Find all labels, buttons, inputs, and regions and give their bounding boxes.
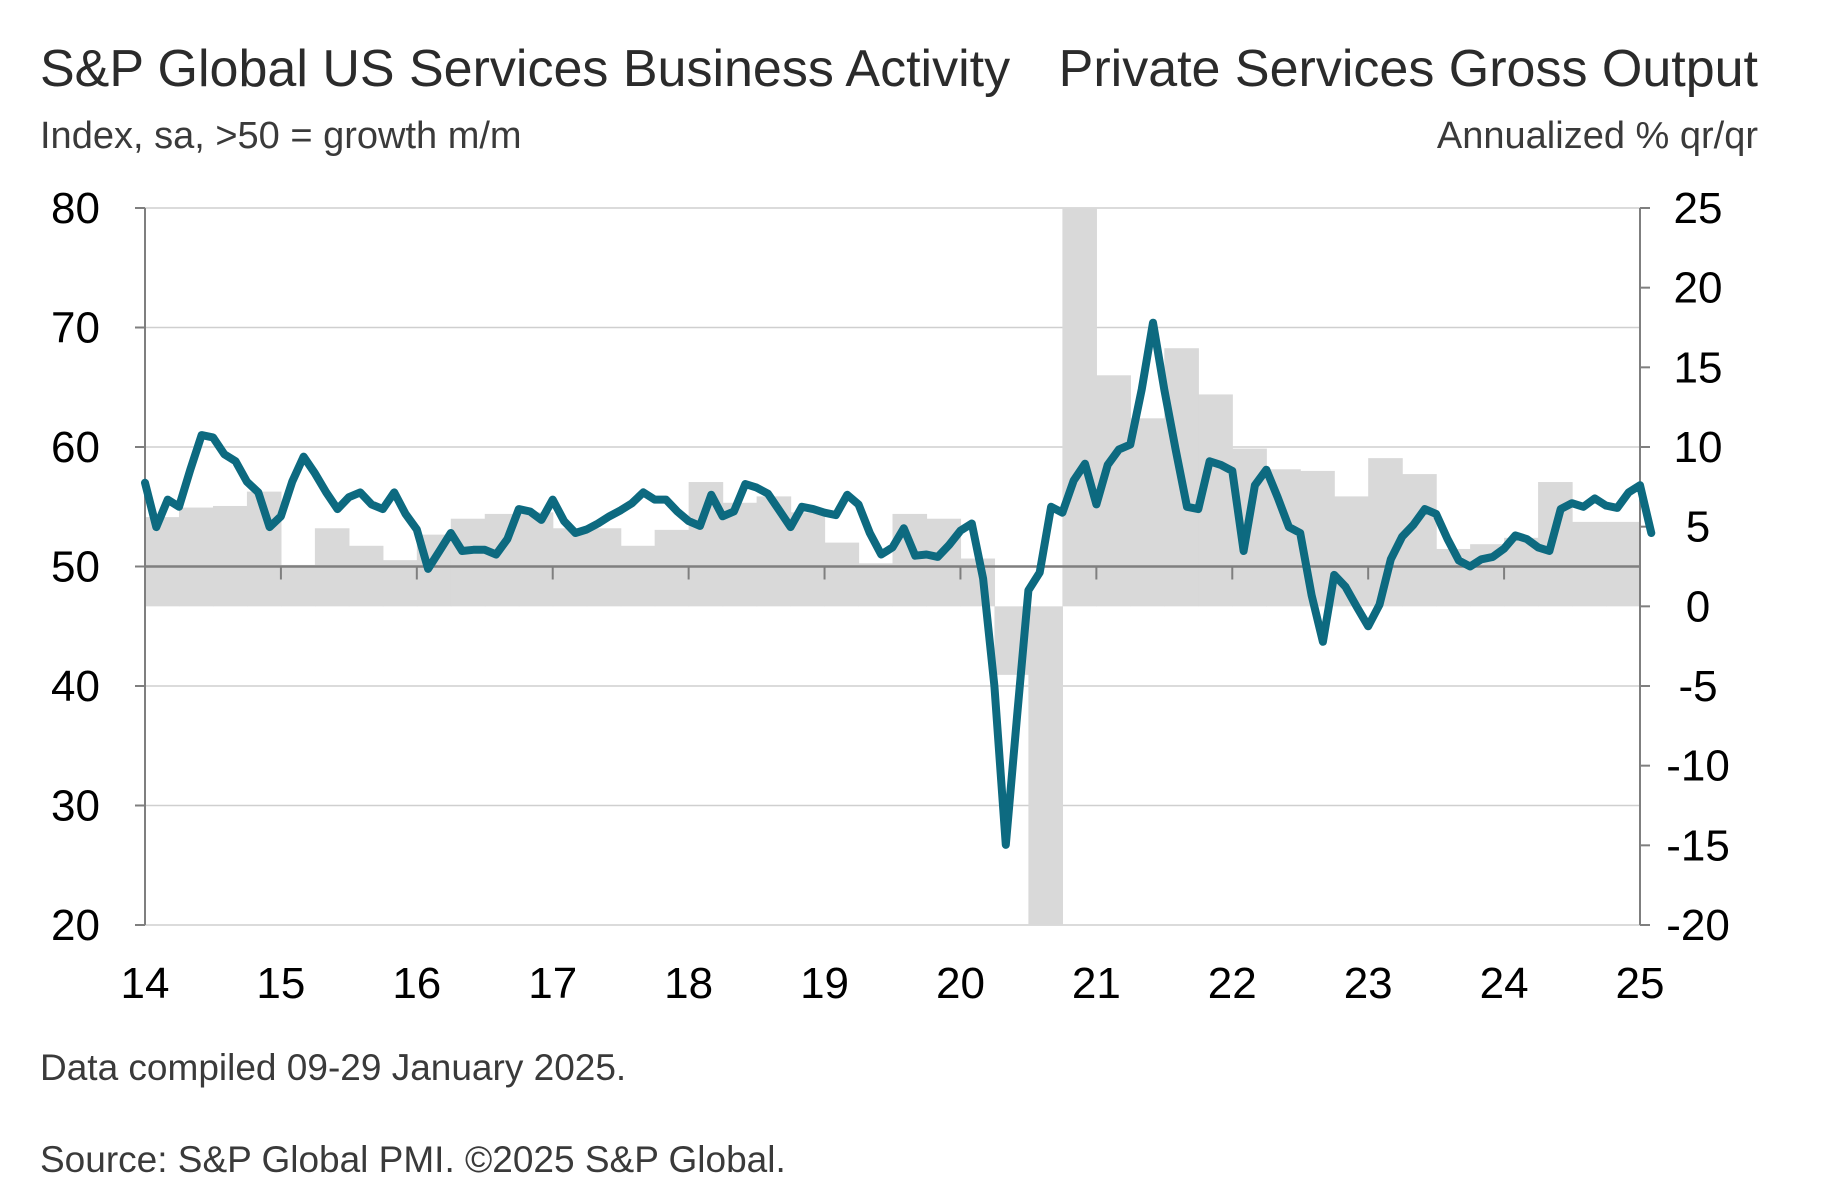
subtitle-left: Index, sa, >50 = growth m/m [40, 115, 522, 157]
x-tick-label: 25 [1616, 959, 1665, 1008]
x-tick-label: 22 [1208, 959, 1257, 1008]
bar [824, 542, 860, 607]
bar [1062, 208, 1097, 607]
axes [135, 207, 1650, 926]
bar [450, 518, 486, 607]
bar [620, 545, 656, 607]
bar [1606, 521, 1641, 607]
bar [892, 513, 928, 607]
bar [280, 564, 316, 607]
right-tick-label: 15 [1674, 343, 1723, 392]
bar [178, 507, 214, 607]
bar [382, 560, 418, 607]
left-tick-label: 70 [51, 304, 100, 353]
right-tick-label: 25 [1674, 184, 1723, 233]
left-tick-label: 30 [51, 782, 100, 831]
right-tick-label: 0 [1686, 582, 1710, 631]
bar [145, 517, 180, 607]
bar [1334, 496, 1369, 607]
title-right: Private Services Gross Output [1059, 40, 1759, 98]
x-tick-label: 19 [800, 959, 849, 1008]
subtitle-right: Annualized % qr/qr [1437, 115, 1758, 157]
left-tick-label: 50 [51, 543, 100, 592]
right-tick-label: -15 [1666, 821, 1730, 870]
bar [1028, 606, 1063, 925]
bar [1504, 537, 1539, 607]
x-tick-label: 18 [664, 959, 713, 1008]
right-tick-label: 20 [1674, 264, 1723, 313]
bar [1402, 474, 1437, 607]
gridlines [145, 207, 1640, 926]
bar [212, 505, 248, 607]
right-tick-label: 10 [1674, 423, 1723, 472]
left-tick-label: 40 [51, 662, 100, 711]
line-series [141, 318, 1656, 849]
x-tick-label: 15 [256, 959, 305, 1008]
bar [654, 529, 690, 607]
x-tick-label: 14 [121, 959, 170, 1008]
bar [790, 512, 826, 607]
x-tick-label: 21 [1072, 959, 1121, 1008]
footer-compiled: Data compiled 09-29 January 2025. [40, 1047, 626, 1088]
left-tick-label: 20 [51, 901, 100, 950]
title-left: S&P Global US Services Business Activity [40, 40, 1010, 98]
x-tick-label: 23 [1344, 959, 1393, 1008]
bar [756, 496, 792, 607]
right-tick-label: -10 [1666, 742, 1730, 791]
left-tick-label: 60 [51, 423, 100, 472]
bar [348, 545, 384, 607]
left-tick-label: 80 [51, 184, 100, 233]
right-tick-label: -5 [1678, 662, 1717, 711]
x-tick-label: 20 [936, 959, 985, 1008]
x-tick-label: 16 [392, 959, 441, 1008]
bar [858, 563, 894, 607]
x-tick-label: 24 [1480, 959, 1529, 1008]
bar [1130, 418, 1165, 607]
pmi-line [141, 318, 1656, 849]
right-tick-label: -20 [1666, 901, 1730, 950]
bar-series [145, 208, 1641, 925]
right-tick-label: 5 [1686, 503, 1710, 552]
x-tick-label: 17 [528, 959, 577, 1008]
bar [518, 512, 554, 607]
bar [1572, 521, 1607, 607]
footer-source: Source: S&P Global PMI. ©2025 S&P Global… [40, 1139, 786, 1180]
bar [722, 502, 758, 607]
